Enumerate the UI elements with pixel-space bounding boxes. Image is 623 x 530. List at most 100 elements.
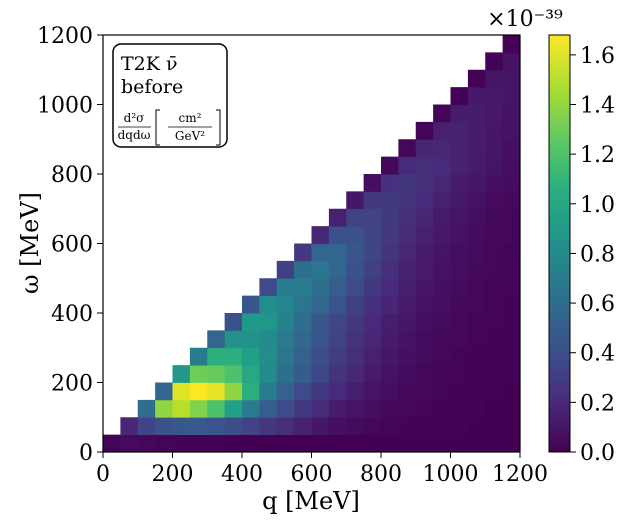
heatmap-cell [398,174,417,192]
heatmap-cell [224,365,243,383]
heatmap-cell [346,330,365,349]
heatmap-cell [346,226,365,244]
heatmap-cell [328,399,347,418]
heatmap-cell [172,382,191,401]
heatmap-cell [242,417,260,436]
colorbar-multiplier: ×10⁻³⁹ [487,7,563,32]
heatmap-cell [294,365,312,383]
heatmap-cell [398,208,417,227]
heatmap-cell [294,347,312,366]
heatmap-cell [485,399,504,418]
heatmap-cell [328,417,347,436]
heatmap-cell [346,278,365,297]
heatmap-cell [294,417,312,436]
heatmap-cell [207,417,226,436]
heatmap-cell [381,365,399,383]
heatmap-cell [502,104,521,123]
heatmap-cell [172,365,191,383]
heatmap-cell [363,399,382,418]
heatmap-cell [189,417,208,436]
heatmap-cell [398,139,417,158]
heatmap-cell [242,434,260,453]
y-tick-label: 600 [51,233,93,258]
heatmap-cell [398,382,417,401]
x-axis-label: q [MeV] [262,487,360,515]
heatmap-cell [207,434,226,453]
heatmap-cell [485,260,504,279]
heatmap-cell [311,434,330,453]
x-tick-label: 400 [221,462,263,487]
heatmap-cell [433,330,451,349]
heatmap-cell [363,295,382,314]
heatmap-cell [433,226,451,244]
heatmap-cell [467,260,486,279]
heatmap-cell [398,243,417,262]
heatmap-cell [224,382,243,401]
heatmap-cell [467,417,486,436]
heatmap-cell [467,330,486,349]
heatmap-cell [502,434,521,453]
heatmap-cell [328,365,347,383]
heatmap-cell [294,399,312,418]
heatmap-cell [467,226,486,244]
heatmap-cell [398,260,417,279]
heatmap-cell [485,208,504,227]
heatmap-cell [467,382,486,401]
heatmap-cell [502,347,521,366]
heatmap-cell [433,295,451,314]
heatmap-cell [346,243,365,262]
heatmap-cell [259,330,278,349]
heatmap-cell [398,156,417,175]
heatmap-cell [433,121,451,140]
heatmap-cell [415,243,434,262]
heatmap-cell [502,243,521,262]
heatmap-cell [502,226,521,244]
heatmap-cell [485,330,504,349]
colorbar-tick-label: 0.2 [580,391,615,416]
heatmap-cell [363,347,382,366]
heatmap-cell [294,330,312,349]
heatmap-cell [363,417,382,436]
heatmap-cell [259,417,278,436]
heatmap-cell [485,434,504,453]
heatmap-cell [415,226,434,244]
heatmap-cell [207,330,226,349]
heatmap-cell [467,295,486,314]
annotation-box: T2K ν̄ before d²σ dqdω cm² GeV² [112,43,228,148]
heatmap-cell [433,417,451,436]
heatmap-cell [467,313,486,331]
heatmap-cell [467,174,486,192]
heatmap-cell [450,243,469,262]
heatmap-cell [415,156,434,175]
heatmap-cell [415,330,434,349]
heatmap-cell [502,417,521,436]
colorbar-tick-label: 1.6 [580,44,615,69]
heatmap-cell [502,208,521,227]
heatmap-cell [415,295,434,314]
heatmap-cell [433,174,451,192]
heatmap-cell [155,382,173,401]
heatmap-cell [328,278,347,297]
heatmap-cell [450,382,469,401]
colorbar-tick-label: 0.0 [580,441,615,466]
heatmap-cell [467,87,486,105]
heatmap-cell [224,313,243,331]
heatmap-cell [485,278,504,297]
heatmap-cell [346,434,365,453]
heatmap-cell [450,87,469,105]
y-axis: 0 200 400 600 800 1000 1200 [37,24,103,466]
heatmap-cell [311,243,330,262]
heatmap-cell [381,226,399,244]
colorbar-tick-label: 1.4 [580,94,615,119]
colorbar-tick-label: 0.6 [580,292,615,317]
x-tick-label: 600 [291,462,333,487]
heatmap-cell [346,191,365,210]
heatmap-cell [398,191,417,210]
heatmap-cell [259,295,278,314]
heatmap-cell [172,434,191,453]
heatmap-cell [276,313,295,331]
heatmap-cell [433,260,451,279]
heatmap-cell [485,382,504,401]
heatmap-cell [398,330,417,349]
heatmap-cell [450,174,469,192]
